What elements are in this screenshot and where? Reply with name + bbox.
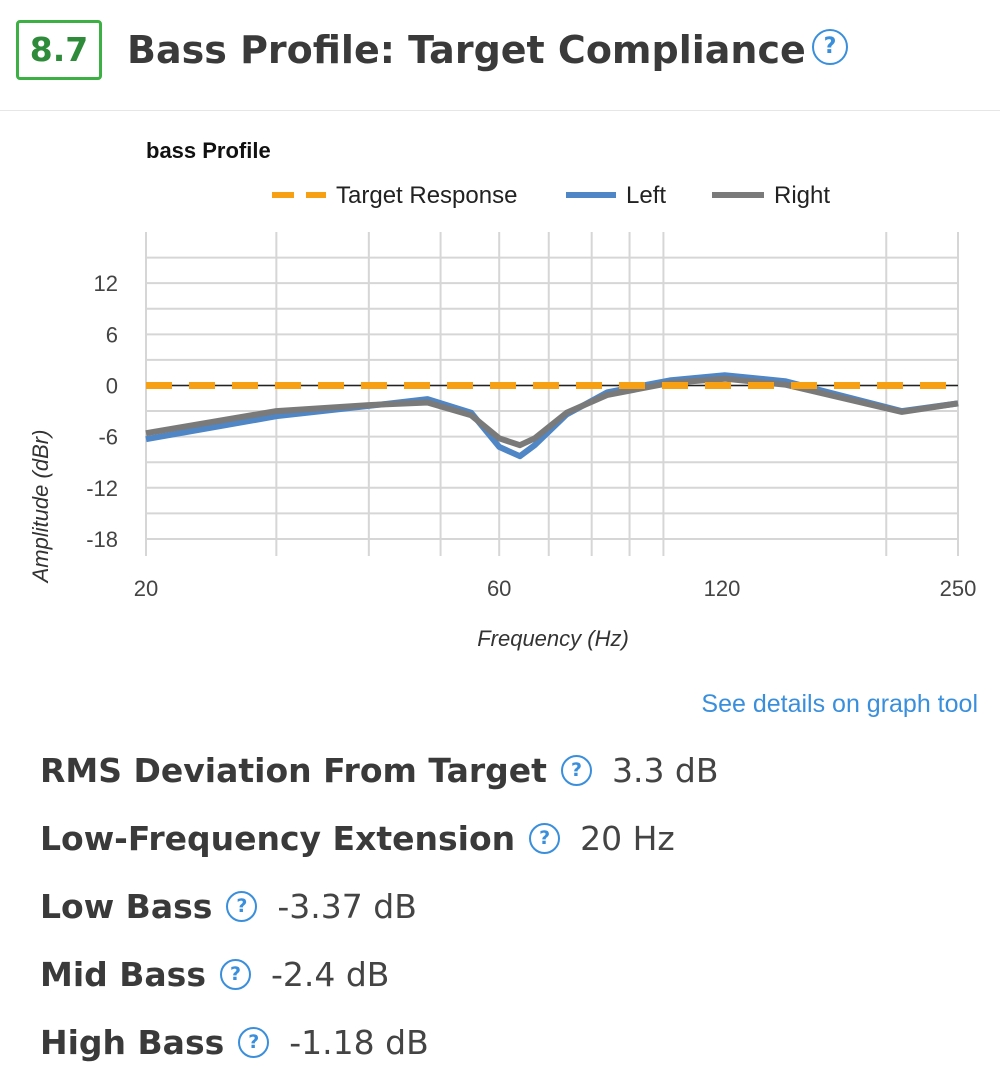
question-circle-icon[interactable]: ?: [219, 958, 251, 990]
stat-row-low-bass: Low Bass ? -3.37 dB: [40, 872, 980, 940]
bass-profile-chart: bass Profile Target Response Left Right …: [28, 138, 977, 651]
stat-row-rms-deviation: RMS Deviation From Target ? 3.3 dB: [40, 736, 980, 804]
chart-title: bass Profile: [146, 138, 271, 163]
header: 8.7 Bass Profile: Target Compliance ?: [0, 0, 1000, 111]
page-title: Bass Profile: Target Compliance: [127, 28, 806, 72]
y-tick-label: 0: [106, 373, 118, 398]
y-tick-label: -6: [98, 425, 118, 450]
stat-value: -2.4 dB: [270, 954, 390, 994]
question-circle-icon[interactable]: ?: [238, 1026, 270, 1058]
question-circle-icon[interactable]: ?: [560, 754, 592, 786]
stat-value: -1.18 dB: [289, 1022, 429, 1062]
score-badge: 8.7: [16, 20, 102, 80]
y-tick-label: -18: [86, 527, 118, 552]
stat-row-low-frequency-extension: Low-Frequency Extension ? 20 Hz: [40, 804, 980, 872]
y-tick-label: 12: [94, 271, 118, 296]
y-tick-label: 6: [106, 322, 118, 347]
stat-label: High Bass: [40, 1022, 225, 1062]
x-tick-label: 120: [704, 576, 741, 601]
stat-value: 20 Hz: [580, 818, 675, 858]
stat-label: Mid Bass: [40, 954, 206, 994]
stat-value: 3.3 dB: [611, 750, 719, 790]
stat-label: Low Bass: [40, 886, 213, 926]
legend-label-target: Target Response: [336, 182, 517, 209]
x-tick-label: 250: [940, 576, 977, 601]
x-axis-label: Frequency (Hz): [477, 626, 629, 651]
stat-value: -3.37 dB: [277, 886, 417, 926]
x-tick-label: 60: [487, 576, 511, 601]
chart-grid: [145, 232, 959, 556]
y-axis-ticks: 12 6 0 -6 -12 -18: [86, 271, 118, 552]
legend-label-left: Left: [626, 182, 666, 209]
legend-label-right: Right: [774, 182, 830, 209]
stat-label: RMS Deviation From Target: [40, 750, 547, 790]
x-tick-label: 20: [134, 576, 158, 601]
stats-list: RMS Deviation From Target ? 3.3 dB Low-F…: [40, 736, 980, 1076]
question-circle-icon[interactable]: ?: [529, 822, 561, 854]
question-circle-icon[interactable]: ?: [812, 29, 848, 65]
graph-tool-link[interactable]: See details on graph tool: [701, 690, 978, 718]
y-axis-label: Amplitude (dBr): [28, 430, 53, 585]
question-circle-icon[interactable]: ?: [226, 890, 258, 922]
stat-label: Low-Frequency Extension: [40, 818, 516, 858]
stat-row-high-bass: High Bass ? -1.18 dB: [40, 1008, 980, 1076]
x-axis-ticks: 20 60 120 250: [134, 576, 977, 601]
chart-series: [145, 372, 959, 460]
y-tick-label: -12: [86, 476, 118, 501]
stat-row-mid-bass: Mid Bass ? -2.4 dB: [40, 940, 980, 1008]
chart-legend: Target Response Left Right: [272, 182, 830, 209]
